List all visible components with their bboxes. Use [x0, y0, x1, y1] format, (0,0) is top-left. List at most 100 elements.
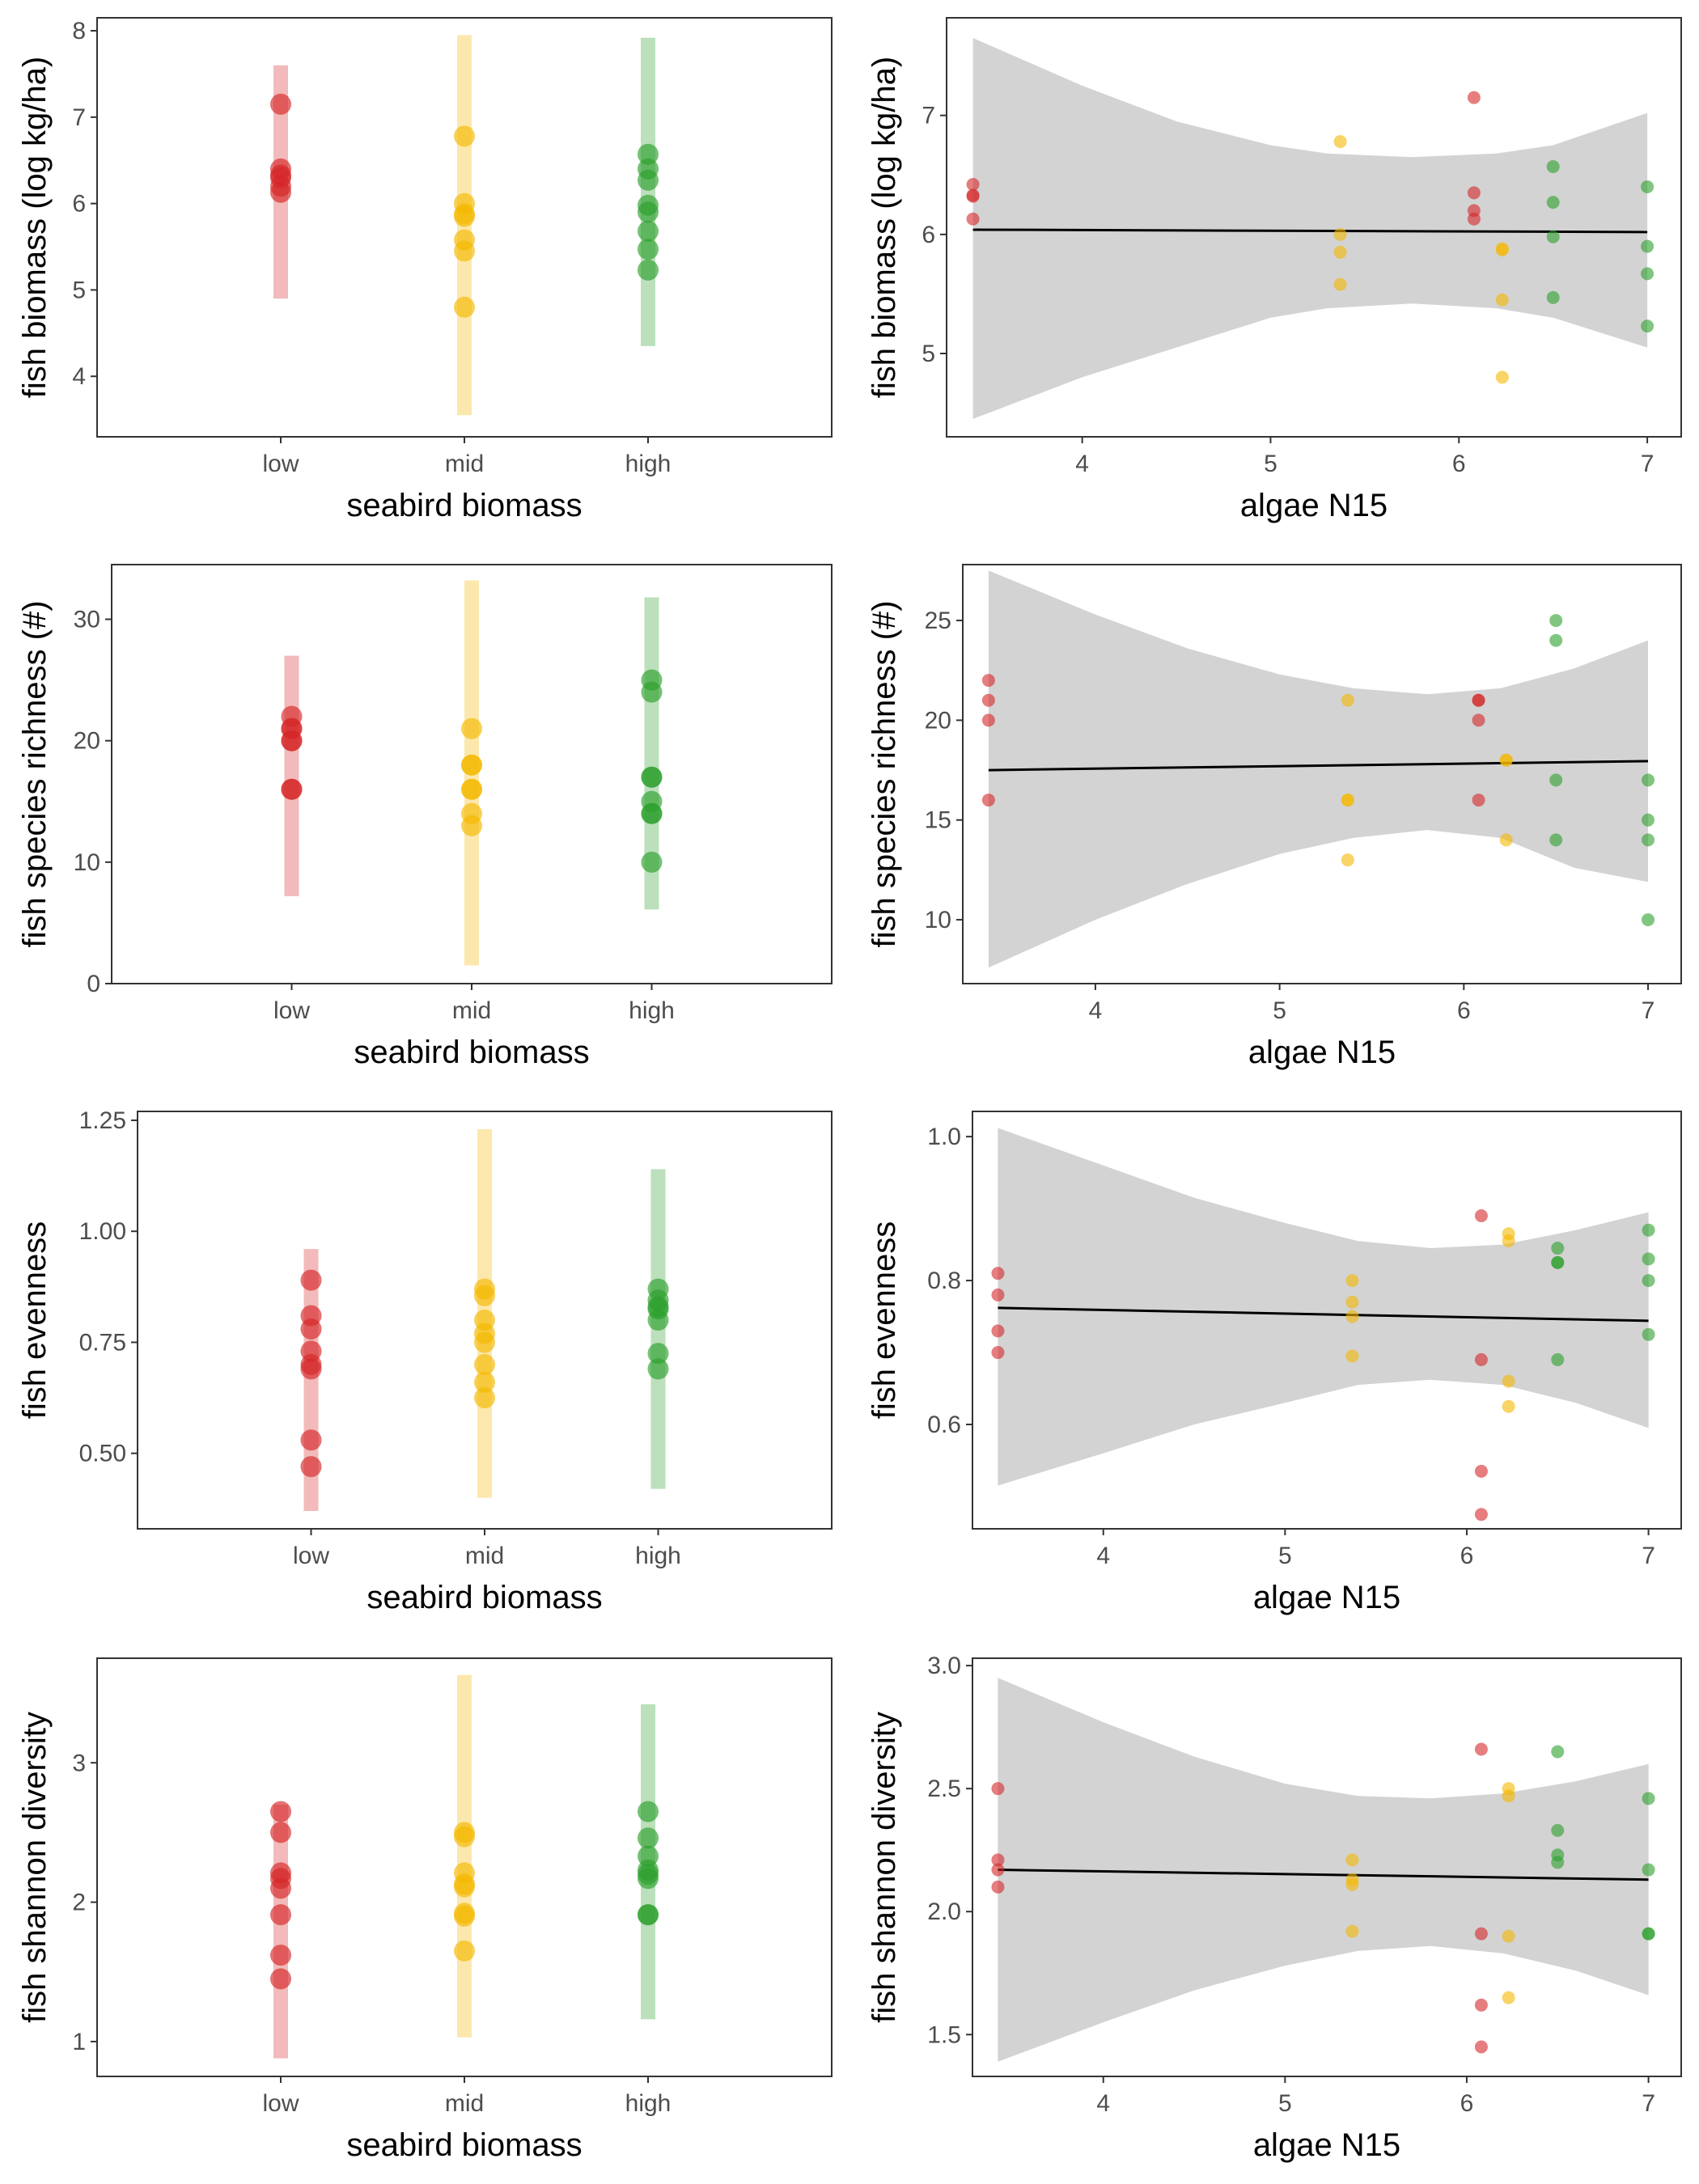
data-point-high: [1642, 773, 1655, 787]
data-point-mid: [454, 1905, 475, 1927]
data-point-mid: [1502, 1399, 1515, 1413]
data-point-high: [1642, 1927, 1655, 1941]
data-point-mid: [1502, 1789, 1515, 1803]
data-point-high: [1642, 833, 1655, 847]
panel-shan-n15: 1.5 2.0 2.5 3.0 4 5 6 7 algae N15 fish shannon di…: [866, 1653, 1682, 2163]
x-tick-label: 5: [1264, 451, 1277, 477]
data-point-mid: [1333, 277, 1347, 291]
y-tick-label: 1.00: [79, 1218, 126, 1245]
data-point-mid: [1333, 135, 1347, 149]
data-point-high: [641, 802, 663, 824]
data-point-mid: [1502, 1991, 1515, 2004]
x-tick-label: mid: [465, 1543, 504, 1569]
x-tick-label: 7: [1642, 2090, 1655, 2117]
y-axis-title: fish biomass (log kg/ha): [866, 57, 902, 398]
data-point-low: [1474, 1927, 1488, 1941]
x-tick-label: low: [262, 451, 299, 477]
data-point-low: [270, 93, 291, 115]
data-point-low: [270, 181, 291, 203]
data-point-low: [991, 1346, 1005, 1360]
y-tick-label: 0: [87, 971, 100, 997]
panel-bio-cat: 4 5 6 7 8 low mid high seabird biomass fish bioma…: [17, 17, 833, 523]
y-tick-label: 2.0: [927, 1898, 961, 1925]
data-point-low: [300, 1358, 322, 1380]
data-point-low: [991, 1267, 1005, 1280]
data-point-high: [1551, 1352, 1565, 1366]
data-point-mid: [461, 717, 482, 739]
x-tick-label: high: [625, 2090, 672, 2117]
data-point-low: [981, 794, 995, 807]
y-tick-label: 10: [74, 849, 100, 876]
data-point-high: [647, 1358, 669, 1380]
panel-border: [972, 1657, 1682, 2077]
y-tick-label: 0.50: [79, 1441, 126, 1467]
plot-area: [991, 1128, 1655, 1522]
data-point-mid: [1333, 245, 1347, 259]
y-tick-label: 6: [922, 222, 935, 248]
data-point-low: [981, 693, 995, 707]
data-point-mid: [1345, 1274, 1359, 1288]
data-point-low: [1474, 1209, 1488, 1222]
data-point-mid: [1502, 1374, 1515, 1388]
data-point-mid: [1499, 833, 1513, 847]
x-tick-label: high: [635, 1543, 681, 1569]
data-point-high: [1551, 1856, 1565, 1869]
data-point-low: [1474, 1742, 1488, 1756]
data-point-high: [1642, 913, 1655, 927]
data-point-low: [1467, 212, 1481, 226]
data-point-high: [1551, 1242, 1565, 1255]
data-point-low: [981, 713, 995, 727]
data-point-mid: [1345, 1853, 1359, 1867]
data-point-mid: [1341, 693, 1354, 707]
data-point-mid: [461, 778, 482, 800]
y-tick-label: 5: [922, 341, 935, 367]
y-axis-title: fish biomass (log kg/ha): [17, 57, 53, 398]
x-tick-label: 4: [1089, 997, 1103, 1024]
data-point-low: [300, 1429, 322, 1451]
x-axis-title: seabird biomass: [354, 1035, 589, 1070]
data-point-high: [1642, 813, 1655, 827]
data-point-low: [270, 1904, 291, 1926]
data-point-high: [1546, 290, 1560, 304]
data-point-mid: [1345, 1310, 1359, 1323]
data-point-low: [281, 778, 303, 800]
x-tick-label: low: [273, 997, 310, 1024]
plot-area: [281, 580, 663, 966]
x-axis-title: seabird biomass: [346, 2127, 582, 2163]
data-point-mid: [1502, 1929, 1515, 1943]
y-tick-label: 1.0: [927, 1124, 961, 1150]
data-point-high: [638, 201, 659, 223]
data-point-high: [1551, 1745, 1565, 1759]
data-point-high: [1642, 1792, 1655, 1805]
data-point-low: [300, 1318, 322, 1340]
x-tick-label: 4: [1096, 2090, 1110, 2117]
confidence-band: [998, 1678, 1649, 2062]
y-tick-label: 15: [925, 807, 951, 834]
y-tick-label: 0.8: [927, 1268, 961, 1294]
data-point-mid: [1495, 243, 1509, 256]
y-tick-label: 3.0: [927, 1653, 961, 1679]
data-point-mid: [1502, 1234, 1515, 1248]
y-axis-title: fish evenness: [17, 1221, 53, 1420]
x-tick-label: 5: [1278, 1543, 1292, 1569]
y-tick-label: 8: [72, 18, 86, 44]
data-point-low: [270, 1801, 291, 1822]
data-point-high: [1642, 1223, 1655, 1237]
data-point-mid: [1345, 1295, 1359, 1309]
y-tick-label: 0.75: [79, 1329, 126, 1356]
data-point-high: [1642, 1863, 1655, 1877]
plot-area: [270, 35, 659, 416]
y-axis-title: fish species richness (#): [17, 600, 53, 947]
panel-rich-cat: 0 10 20 30 low mid high seabird biomass fish spe…: [17, 564, 833, 1070]
data-point-low: [270, 1822, 291, 1843]
data-point-high: [1549, 833, 1563, 847]
confidence-band: [988, 570, 1648, 968]
y-axis-title: fish species richness (#): [866, 600, 902, 947]
x-tick-label: high: [625, 451, 672, 477]
data-point-high: [1546, 230, 1560, 243]
confidence-band: [998, 1128, 1649, 1486]
data-point-low: [966, 212, 980, 226]
plot-area: [270, 1674, 659, 2059]
data-point-high: [638, 143, 659, 165]
